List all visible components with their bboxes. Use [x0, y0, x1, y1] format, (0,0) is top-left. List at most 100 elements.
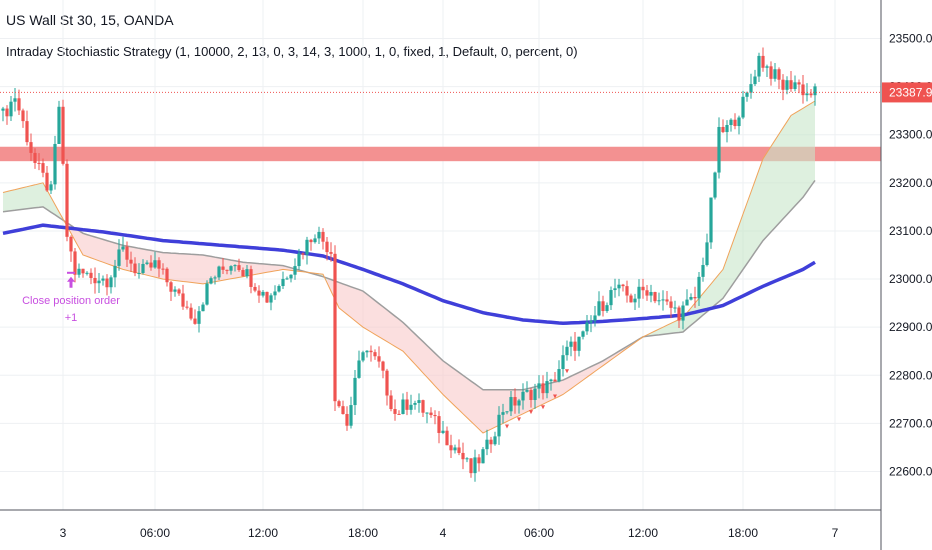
candle-up — [409, 404, 413, 410]
candle-up — [77, 268, 81, 275]
candle-down — [389, 395, 393, 410]
resistance-zone — [0, 146, 881, 162]
annotation-label: Close position order — [22, 295, 120, 307]
candle-up — [637, 286, 641, 299]
candle-up — [1, 108, 5, 111]
candle-down — [5, 108, 9, 117]
candle-up — [281, 278, 285, 287]
candle-up — [173, 289, 177, 292]
x-tick-label: 18:00 — [348, 526, 378, 540]
candle-up — [549, 379, 553, 382]
grid — [0, 0, 881, 510]
candle-up — [673, 307, 677, 309]
candle-down — [125, 246, 129, 260]
candle-up — [317, 231, 321, 239]
candle-down — [33, 152, 37, 163]
candle-up — [9, 101, 13, 117]
candle-down — [437, 416, 441, 433]
candle-up — [561, 355, 565, 370]
candle-up — [297, 253, 301, 267]
candle-down — [769, 66, 773, 79]
candle-up — [681, 305, 685, 321]
candle-down — [221, 266, 225, 270]
x-tick-label: 18:00 — [728, 526, 758, 540]
candle-down — [181, 293, 185, 307]
candle-down — [693, 297, 697, 299]
candle-up — [305, 239, 309, 255]
x-tick-label: 12:00 — [248, 526, 278, 540]
candle-down — [789, 80, 793, 89]
candle-up — [717, 126, 721, 173]
candle-up — [589, 320, 593, 323]
candle-down — [105, 278, 109, 288]
candle-up — [657, 300, 661, 302]
candle-up — [197, 311, 201, 324]
candle-up — [501, 412, 505, 415]
candle-down — [337, 401, 341, 407]
candle-down — [193, 318, 197, 324]
candle-down — [265, 291, 269, 303]
candle-up — [605, 305, 609, 312]
candle-down — [777, 69, 781, 80]
candle-down — [405, 399, 409, 410]
annotation-value: +1 — [65, 312, 78, 324]
candle-up — [689, 297, 693, 300]
candle-up — [493, 436, 497, 445]
candle-up — [557, 369, 561, 382]
candle-up — [121, 246, 125, 250]
candle-down — [237, 265, 241, 271]
candle-up — [277, 286, 281, 292]
candle-down — [461, 452, 465, 460]
candle-down — [645, 290, 649, 296]
candle-up — [353, 377, 357, 406]
sell-signal-triangle — [529, 410, 533, 415]
candle-down — [321, 231, 325, 242]
candle-up — [577, 336, 581, 351]
candle-down — [797, 82, 801, 85]
candle-up — [613, 288, 617, 291]
candle-up — [349, 405, 353, 426]
candle-down — [477, 457, 481, 464]
candle-up — [217, 266, 221, 278]
candle-down — [393, 409, 397, 414]
ma-slow-line — [2, 179, 816, 391]
candle-down — [373, 352, 377, 357]
candle-down — [397, 413, 401, 415]
candle-down — [385, 370, 389, 396]
y-tick-label: 23500.0 — [889, 31, 932, 45]
cloud-bull — [643, 101, 815, 337]
candle-up — [793, 82, 797, 89]
x-tick-label: 3 — [60, 526, 67, 540]
candle-up — [57, 106, 61, 144]
candle-up — [481, 449, 485, 464]
candle-down — [345, 414, 349, 426]
candle-down — [761, 55, 765, 68]
candle-up — [765, 66, 769, 68]
candle-up — [113, 265, 117, 278]
candle-up — [565, 346, 569, 356]
y-tick-label: 23300.0 — [889, 128, 932, 142]
candle-up — [745, 92, 749, 97]
candle-down — [61, 106, 65, 164]
candle-down — [801, 84, 805, 96]
cloud-bull — [3, 182, 67, 227]
candle-up — [229, 266, 233, 271]
candle-down — [669, 301, 673, 308]
candle-up — [365, 350, 369, 353]
candle-up — [361, 352, 365, 361]
candle-up — [153, 260, 157, 268]
candle-up — [805, 93, 809, 96]
sell-signal-triangle — [541, 405, 545, 410]
candle-up — [705, 242, 709, 266]
candle-down — [369, 350, 373, 353]
candle-down — [377, 356, 381, 362]
candle-up — [505, 411, 509, 413]
candle-up — [289, 274, 293, 279]
candle-down — [641, 286, 645, 291]
candle-down — [21, 110, 25, 122]
candle-down — [161, 268, 165, 270]
y-tick-label: 23000.0 — [889, 272, 932, 286]
